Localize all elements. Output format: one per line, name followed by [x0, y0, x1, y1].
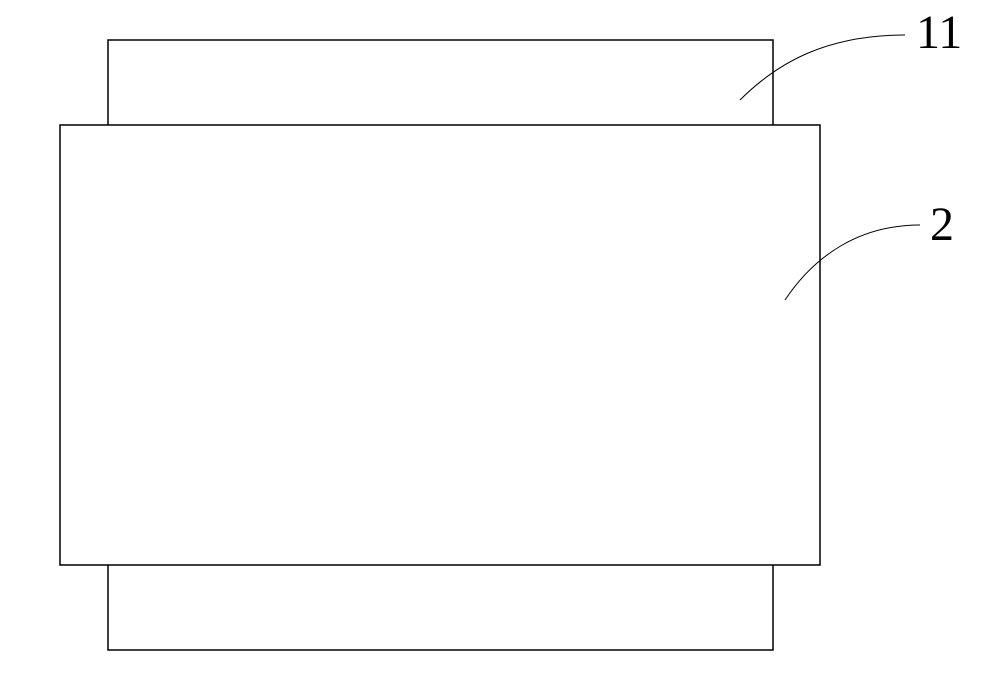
label-2: 2	[930, 198, 954, 251]
component-2	[60, 125, 820, 565]
label-11: 11	[916, 6, 962, 59]
